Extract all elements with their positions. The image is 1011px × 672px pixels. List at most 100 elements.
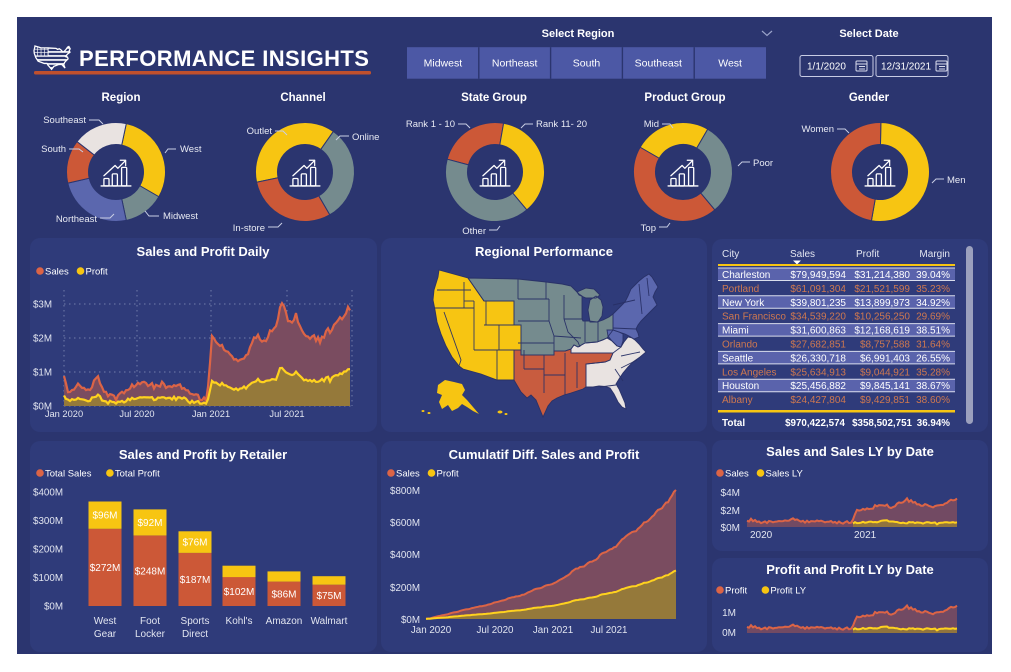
svg-text:Outlet: Outlet <box>247 126 273 137</box>
svg-text:$300M: $300M <box>33 516 63 527</box>
svg-text:$6,991,403: $6,991,403 <box>860 353 910 364</box>
svg-text:Albany: Albany <box>722 395 753 406</box>
svg-text:2020: 2020 <box>750 530 773 541</box>
svg-text:Foot: Foot <box>140 616 160 627</box>
svg-text:Sales: Sales <box>725 469 749 480</box>
svg-text:Los Angeles: Los Angeles <box>722 367 777 378</box>
svg-text:Amazon: Amazon <box>266 616 303 627</box>
svg-text:$3M: $3M <box>33 300 52 311</box>
svg-text:0M: 0M <box>722 628 736 639</box>
svg-text:$187M: $187M <box>180 575 211 586</box>
svg-text:Direct: Direct <box>182 629 208 640</box>
svg-text:Women: Women <box>801 124 834 135</box>
svg-text:$0M: $0M <box>401 615 420 626</box>
svg-text:$9,845,141: $9,845,141 <box>860 381 910 392</box>
svg-text:Men: Men <box>947 175 965 186</box>
svg-text:$0M: $0M <box>33 402 52 413</box>
svg-text:$0M: $0M <box>44 602 63 613</box>
svg-text:West: West <box>718 58 742 70</box>
svg-text:Regional Performance: Regional Performance <box>475 244 613 259</box>
svg-text:$24,427,804: $24,427,804 <box>790 395 846 406</box>
svg-text:$248M: $248M <box>135 566 166 577</box>
svg-text:$358,502,751: $358,502,751 <box>852 418 912 429</box>
svg-text:New York: New York <box>722 298 765 309</box>
svg-text:Kohl's: Kohl's <box>226 616 253 627</box>
svg-text:Sales: Sales <box>45 267 69 278</box>
svg-text:1/1/2020: 1/1/2020 <box>807 62 846 73</box>
svg-text:Gender: Gender <box>849 92 890 104</box>
svg-text:Cumulatif Diff. Sales and Prof: Cumulatif Diff. Sales and Profit <box>449 447 640 462</box>
svg-text:Rank 11- 20: Rank 11- 20 <box>536 119 587 130</box>
svg-text:Jan 2020: Jan 2020 <box>45 409 83 419</box>
svg-text:Profit: Profit <box>437 469 460 480</box>
svg-text:36.94%: 36.94% <box>917 418 951 429</box>
svg-text:Sales: Sales <box>396 469 420 480</box>
svg-text:Midwest: Midwest <box>163 211 198 222</box>
svg-text:Top: Top <box>641 223 656 234</box>
svg-text:29.69%: 29.69% <box>916 312 950 323</box>
svg-text:South: South <box>573 58 601 70</box>
svg-text:$800M: $800M <box>390 486 420 497</box>
svg-text:38.51%: 38.51% <box>916 326 950 337</box>
svg-text:Sports: Sports <box>181 616 210 627</box>
svg-text:Southeast: Southeast <box>43 115 86 126</box>
svg-text:$1M: $1M <box>33 368 52 379</box>
svg-text:$79,949,594: $79,949,594 <box>790 270 846 281</box>
svg-text:West: West <box>94 616 117 627</box>
svg-text:39.04%: 39.04% <box>916 270 950 281</box>
svg-text:$2M: $2M <box>721 506 740 517</box>
svg-text:Select Date: Select Date <box>839 28 898 40</box>
svg-text:San Francisco: San Francisco <box>722 312 786 323</box>
svg-text:Total: Total <box>722 418 745 429</box>
svg-text:Sales: Sales <box>790 249 815 260</box>
svg-text:$27,682,851: $27,682,851 <box>790 340 846 351</box>
svg-text:Houston: Houston <box>722 381 759 392</box>
svg-text:$2M: $2M <box>33 334 52 345</box>
svg-text:PERFORMANCE INSIGHTS: PERFORMANCE INSIGHTS <box>79 46 369 71</box>
svg-text:Poor: Poor <box>753 158 773 169</box>
svg-text:35.28%: 35.28% <box>916 367 950 378</box>
svg-text:Sales LY: Sales LY <box>766 469 804 480</box>
svg-text:$4M: $4M <box>721 488 740 499</box>
svg-text:Midwest: Midwest <box>424 58 463 70</box>
svg-text:$400M: $400M <box>390 550 420 561</box>
svg-text:Profit LY: Profit LY <box>770 586 806 597</box>
svg-text:State Group: State Group <box>461 92 527 104</box>
svg-text:Jan 2021: Jan 2021 <box>192 409 230 419</box>
svg-text:Region: Region <box>102 92 141 104</box>
svg-text:Profit: Profit <box>725 586 748 597</box>
svg-text:$272M: $272M <box>90 563 121 574</box>
svg-text:Jul 2020: Jul 2020 <box>476 625 514 636</box>
svg-text:$13,899,973: $13,899,973 <box>854 298 910 309</box>
svg-text:$200M: $200M <box>33 545 63 556</box>
svg-text:38.67%: 38.67% <box>916 381 950 392</box>
svg-text:Profit: Profit <box>86 267 109 278</box>
svg-text:Sales and Sales LY by Date: Sales and Sales LY by Date <box>766 444 934 459</box>
svg-text:$31,600,863: $31,600,863 <box>790 326 846 337</box>
svg-text:Select Region: Select Region <box>542 28 615 40</box>
svg-text:31.64%: 31.64% <box>916 340 950 351</box>
svg-text:$96M: $96M <box>92 511 117 522</box>
svg-text:12/31/2021: 12/31/2021 <box>881 62 931 73</box>
svg-text:$61,091,304: $61,091,304 <box>790 284 846 295</box>
svg-text:Online: Online <box>352 132 379 143</box>
svg-text:34.92%: 34.92% <box>916 298 950 309</box>
svg-text:$102M: $102M <box>224 587 255 598</box>
svg-text:Seattle: Seattle <box>722 353 754 364</box>
svg-text:$200M: $200M <box>390 583 420 594</box>
svg-text:Product Group: Product Group <box>644 92 725 104</box>
svg-text:South: South <box>41 144 66 155</box>
svg-text:Margin: Margin <box>919 249 950 260</box>
svg-text:Northeast: Northeast <box>492 58 538 70</box>
svg-text:$92M: $92M <box>137 518 162 529</box>
svg-text:Orlando: Orlando <box>722 340 758 351</box>
svg-text:Locker: Locker <box>135 629 166 640</box>
svg-text:Profit and Profit LY by Date: Profit and Profit LY by Date <box>766 562 934 577</box>
svg-text:$31,214,380: $31,214,380 <box>854 270 910 281</box>
svg-text:$600M: $600M <box>390 518 420 529</box>
svg-text:Sales and Profit by Retailer: Sales and Profit by Retailer <box>119 447 287 462</box>
svg-text:Jul 2021: Jul 2021 <box>590 625 627 636</box>
svg-text:$100M: $100M <box>33 573 63 584</box>
svg-text:Southeast: Southeast <box>635 58 682 70</box>
svg-text:Jul 2020: Jul 2020 <box>119 409 154 419</box>
